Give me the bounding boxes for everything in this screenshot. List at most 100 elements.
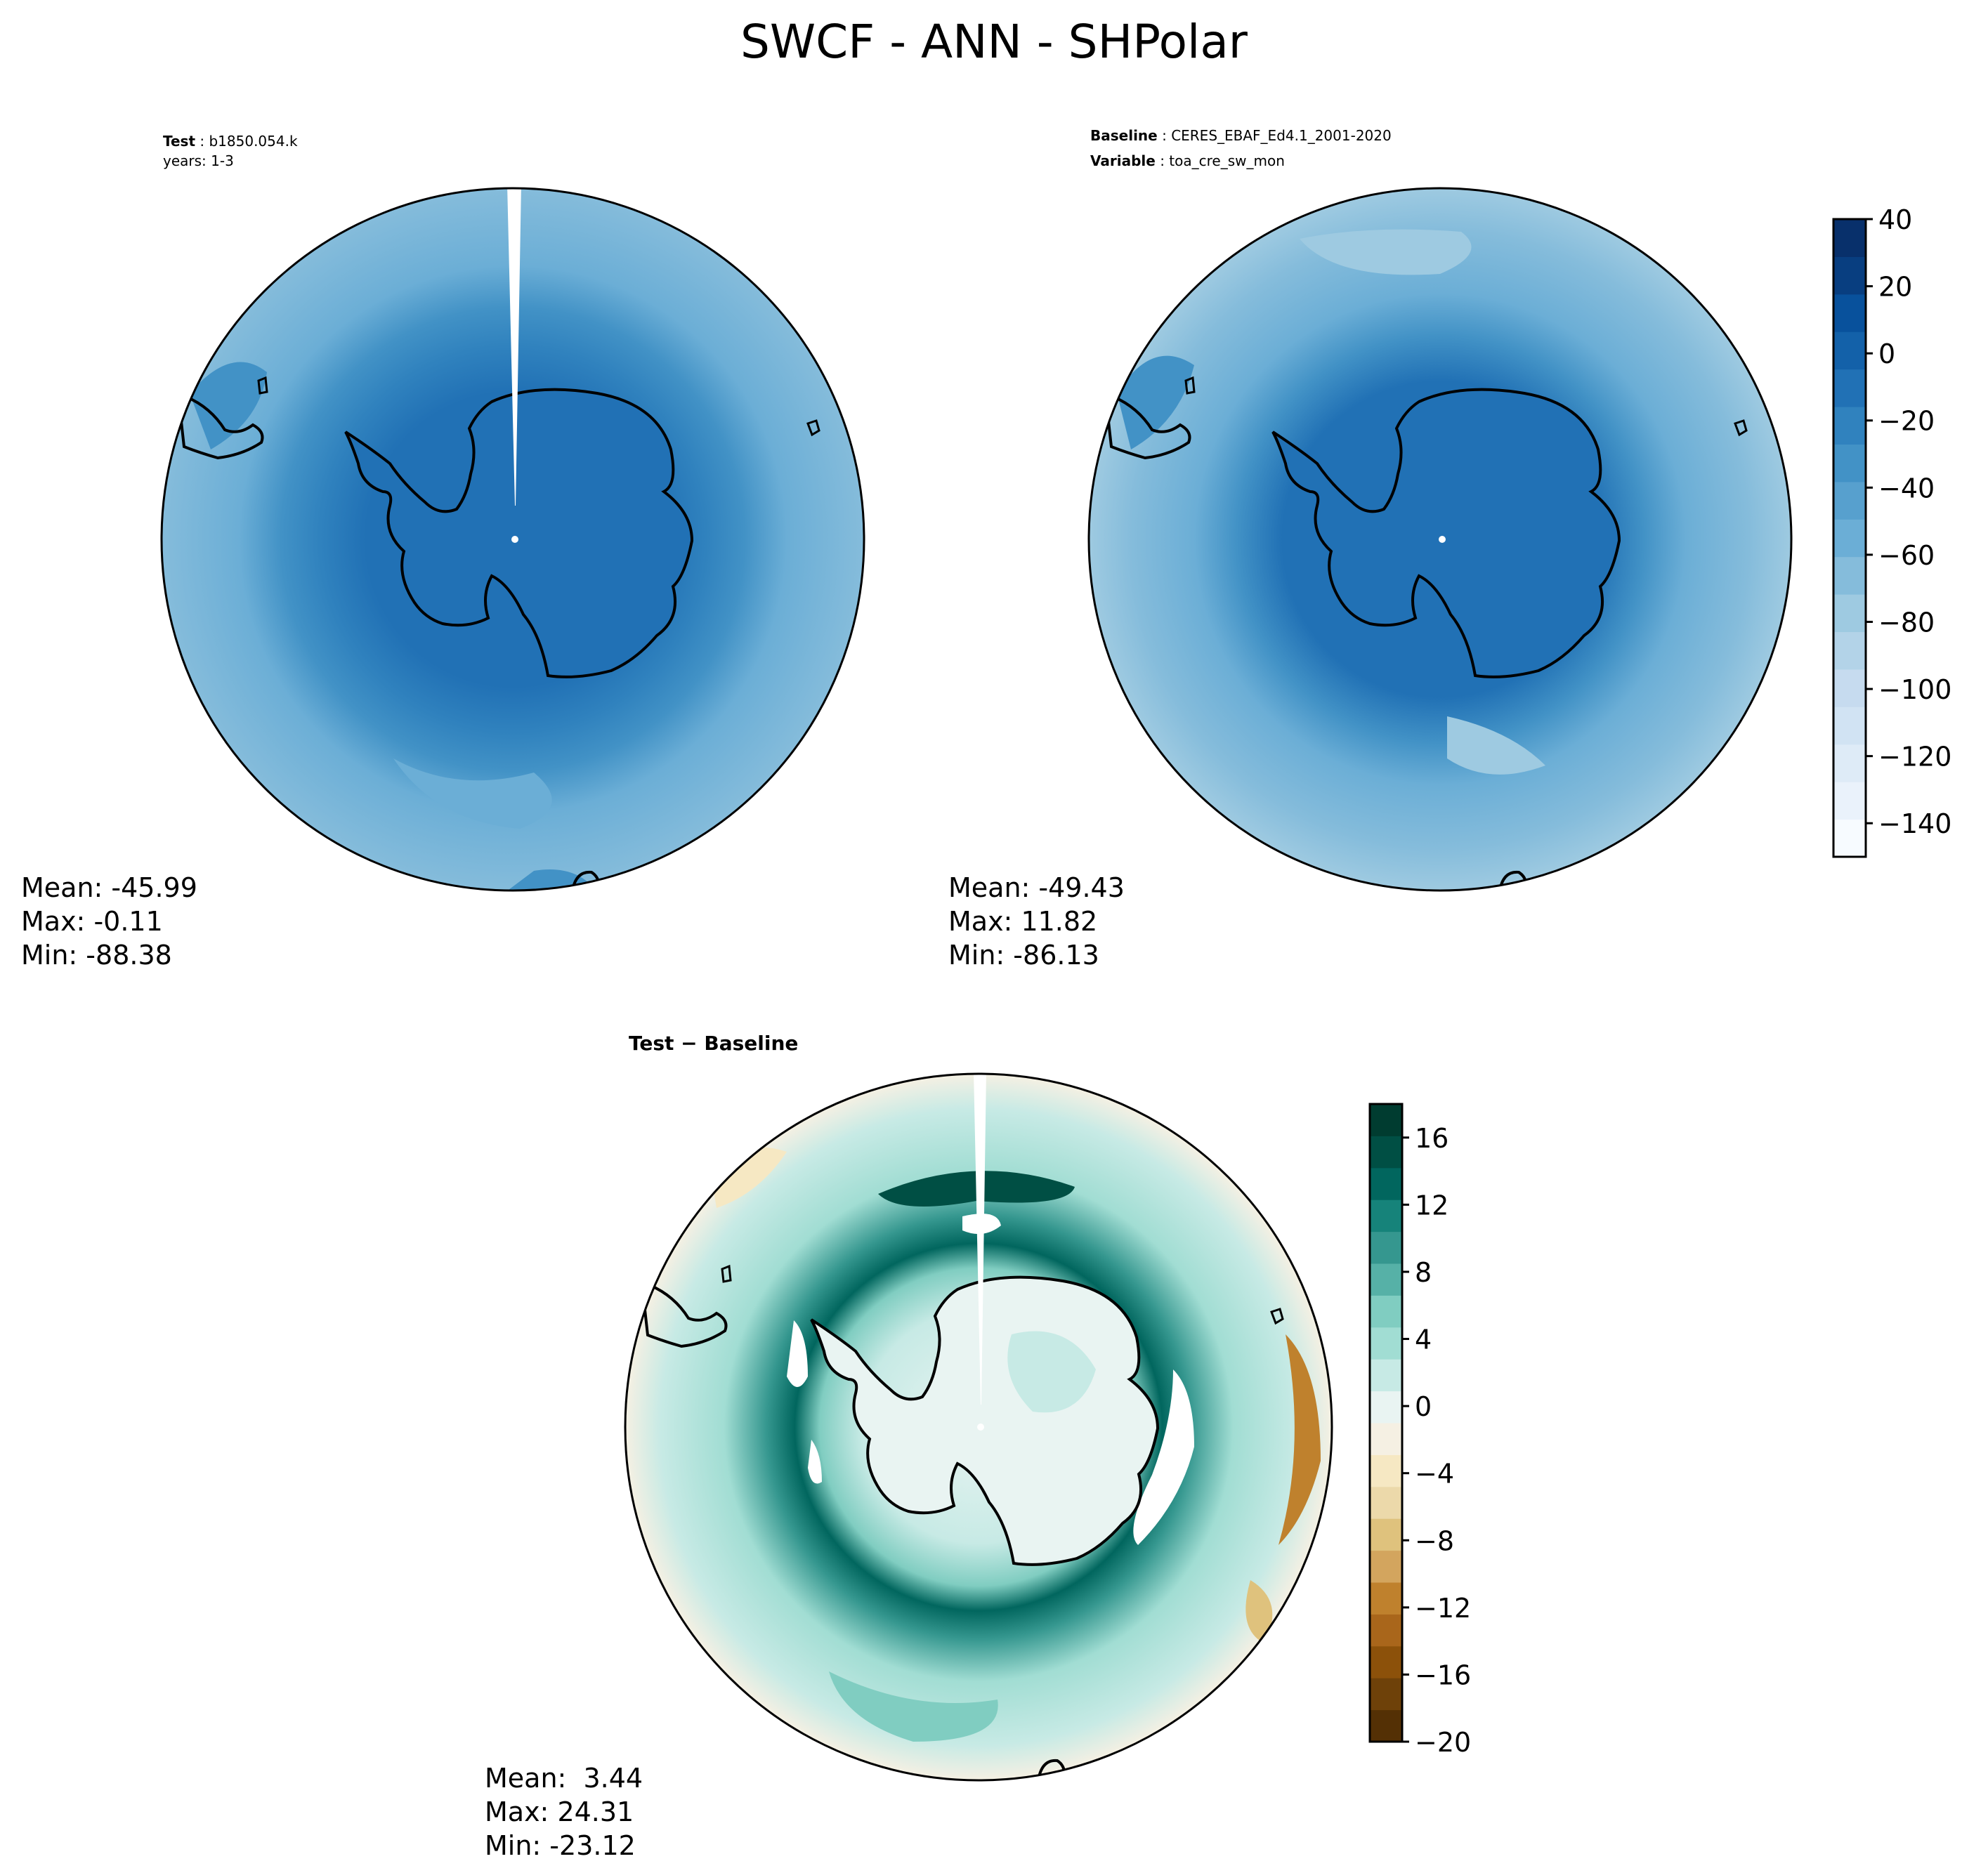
colorbar-segment xyxy=(1833,369,1866,407)
test-label-bold: Test xyxy=(163,133,195,150)
difference-mean: Mean: 3.44 xyxy=(485,1763,643,1794)
colorbar-tick-label: −8 xyxy=(1415,1525,1454,1556)
map-baseline xyxy=(1087,187,1793,892)
colorbar-segment xyxy=(1833,219,1866,257)
colorbar-segment xyxy=(1833,556,1866,595)
antarctica-land xyxy=(1271,388,1621,678)
colorbar-segment xyxy=(1833,782,1866,820)
difference-stats: Mean: 3.44 Max: 24.31 Min: -23.12 xyxy=(485,1761,643,1862)
test-mean: Mean: -45.99 xyxy=(21,872,197,903)
map-test xyxy=(160,187,865,892)
colorbar-tick-label: 16 xyxy=(1415,1123,1449,1154)
colorbar-segment xyxy=(1833,819,1866,857)
colorbar-segment xyxy=(1833,481,1866,520)
colorbar-tick-label: −12 xyxy=(1415,1593,1471,1624)
colorbar-segment xyxy=(1370,1167,1402,1200)
colorbar-segment xyxy=(1833,707,1866,745)
svg-text:years: 1-3: years: 1-3 xyxy=(163,152,234,169)
island xyxy=(721,1264,732,1283)
svg-text:Baseline : CERES_EBAF_Ed4.1_20: Baseline : CERES_EBAF_Ed4.1_2001-2020 xyxy=(1090,127,1392,144)
colorbar-segment xyxy=(1370,1295,1402,1328)
colorbar-segment xyxy=(1833,631,1866,670)
colorbar-tick-label: −4 xyxy=(1415,1459,1454,1490)
svg-text:Variable : toa_cre_sw_mon: Variable : toa_cre_sw_mon xyxy=(1090,152,1285,169)
difference-max: Max: 24.31 xyxy=(485,1796,634,1827)
colorbar-segment xyxy=(1370,1614,1402,1647)
field-patch xyxy=(393,758,552,829)
south-america-coast xyxy=(1106,395,1191,460)
colorbar-segment xyxy=(1370,1263,1402,1296)
test-max: Max: -0.11 xyxy=(21,906,163,937)
field-patch xyxy=(190,362,267,449)
baseline-name: CERES_EBAF_Ed4.1_2001-2020 xyxy=(1171,127,1392,144)
difference-label: Test − Baseline xyxy=(629,1032,798,1055)
colorbar-diff: 16 12 8 4 0 −4 −8 −12 −16 −20 xyxy=(1368,1103,1471,1758)
colorbar-tick-label: 12 xyxy=(1415,1190,1449,1221)
colorbar-tick-label: −120 xyxy=(1878,742,1951,773)
missing-data-patch xyxy=(787,1320,808,1387)
colorbar-tick-label: −100 xyxy=(1878,674,1951,705)
field-patch xyxy=(1300,229,1472,275)
colorbar-tick-label: −140 xyxy=(1878,808,1951,839)
colorbar-segment xyxy=(1370,1550,1402,1583)
test-stats: Mean: -45.99 Max: -0.11 Min: -88.38 xyxy=(21,871,197,972)
colorbar-segment xyxy=(1833,594,1866,633)
field-patch xyxy=(1245,1580,1273,1643)
svg-text:Test : b1850.054.k: Test : b1850.054.k xyxy=(163,133,298,150)
colorbar-segment xyxy=(1833,444,1866,482)
south-america-coast xyxy=(643,1283,728,1348)
colorbar-segment xyxy=(1833,256,1866,295)
colorbar-segment xyxy=(1370,1200,1402,1233)
colorbar-segment xyxy=(1833,407,1866,445)
colorbar-tick-label: 4 xyxy=(1415,1325,1432,1355)
antarctica-land xyxy=(344,388,694,678)
colorbar-segment xyxy=(1370,1423,1402,1455)
colorbar-segment xyxy=(1833,519,1866,558)
baseline-label: Baseline : CERES_EBAF_Ed4.1_2001-2020 Va… xyxy=(1090,127,1392,169)
colorbar-tick-label: −80 xyxy=(1878,607,1935,638)
south-america-coast xyxy=(179,395,264,460)
colorbar-segment xyxy=(1370,1454,1402,1487)
test-years: years: 1-3 xyxy=(163,152,234,169)
colorbar-tick-label: −20 xyxy=(1878,406,1935,437)
field-patch xyxy=(1447,716,1545,775)
test-label: Test : b1850.054.k years: 1-3 xyxy=(163,133,298,169)
missing-data-wedge xyxy=(974,1074,986,1405)
test-min: Min: -88.38 xyxy=(21,940,172,971)
colorbar-segment xyxy=(1370,1136,1402,1169)
colorbar-segment xyxy=(1370,1327,1402,1360)
colorbar-tick-label: 0 xyxy=(1878,339,1895,369)
baseline-max: Max: 11.82 xyxy=(948,906,1098,937)
colorbar-tick-label: −40 xyxy=(1878,473,1935,504)
test-case-name: b1850.054.k xyxy=(209,133,297,150)
island xyxy=(806,419,820,437)
field-patch xyxy=(1007,1331,1096,1413)
missing-data-wedge xyxy=(507,188,521,506)
variable-label-bold: Variable xyxy=(1090,152,1156,169)
missing-data-patch xyxy=(1133,1369,1194,1545)
colorbar-frame xyxy=(1368,1103,1404,1743)
colorbar-frame xyxy=(1832,218,1867,858)
colorbar-segment xyxy=(1370,1709,1402,1742)
colorbar-tick-label: 0 xyxy=(1415,1391,1432,1422)
baseline-mean: Mean: -49.43 xyxy=(948,872,1125,903)
colorbar-tick-label: −20 xyxy=(1415,1727,1471,1758)
missing-data-patch xyxy=(808,1440,822,1484)
field-patch xyxy=(1279,1334,1321,1545)
colorbar-segment xyxy=(1370,1518,1402,1551)
colorbar-segment xyxy=(1370,1582,1402,1615)
island xyxy=(1270,1308,1284,1325)
colorbar-segment xyxy=(1370,1359,1402,1392)
colorbar-tick-label: 8 xyxy=(1415,1257,1432,1288)
figure-title: SWCF - ANN - SHPolar xyxy=(740,15,1248,69)
colorbar-segment xyxy=(1370,1104,1402,1136)
colorbar-segment xyxy=(1370,1391,1402,1424)
island xyxy=(1184,376,1196,395)
colorbar-segment xyxy=(1833,669,1866,707)
variable-name: toa_cre_sw_mon xyxy=(1169,152,1285,169)
colorbar-segment xyxy=(1370,1486,1402,1519)
colorbar-tick-label: −16 xyxy=(1415,1660,1471,1690)
field-patch xyxy=(1117,355,1194,449)
difference-min: Min: -23.12 xyxy=(485,1830,636,1861)
